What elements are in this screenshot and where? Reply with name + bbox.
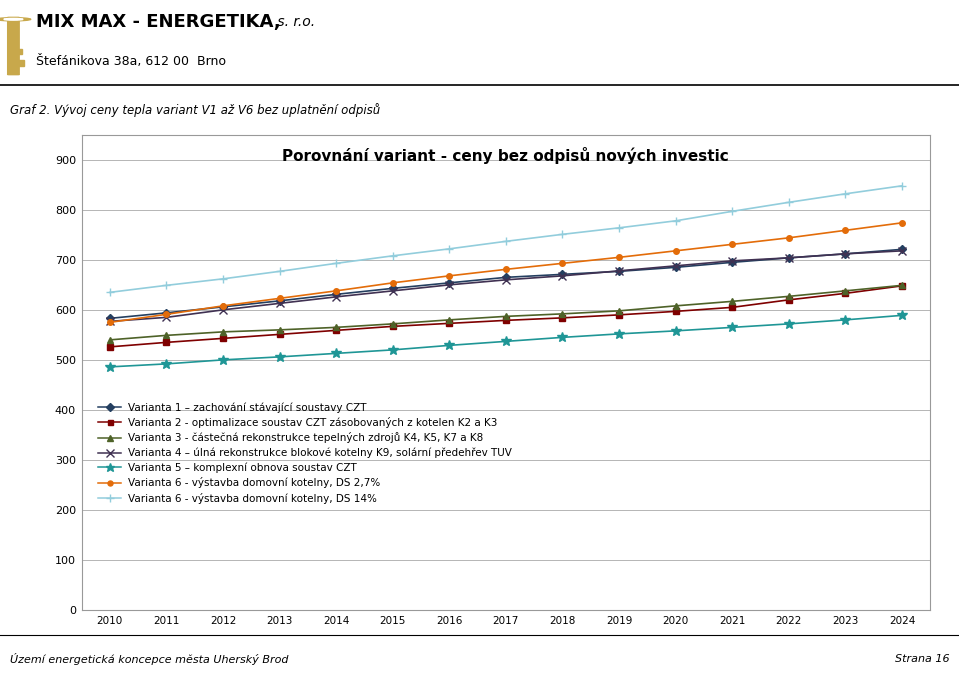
Bar	[17, 61, 24, 66]
Text: Strana 16: Strana 16	[895, 654, 949, 664]
Bar	[17, 49, 22, 55]
FancyBboxPatch shape	[8, 18, 19, 75]
Text: Graf 2. Vývoj ceny tepla variant V1 až V6 bez uplatnění odpisů: Graf 2. Vývoj ceny tepla variant V1 až V…	[10, 102, 380, 117]
Circle shape	[0, 18, 31, 21]
Text: Území energetická koncepce města Uherský Brod: Území energetická koncepce města Uherský…	[10, 652, 288, 665]
Text: Štefánikova 38a, 612 00  Brno: Štefánikova 38a, 612 00 Brno	[36, 55, 226, 68]
Legend: Varianta 1 – zachování stávající soustavy CZT, Varianta 2 - optimalizace soustav: Varianta 1 – zachování stávající soustav…	[95, 399, 514, 507]
Text: s. r.o.: s. r.o.	[273, 15, 316, 29]
Text: Porovnání variant - ceny bez odpisů nových investic: Porovnání variant - ceny bez odpisů nový…	[283, 147, 729, 164]
Circle shape	[4, 18, 23, 20]
Text: MIX MAX - ENERGETIKA,: MIX MAX - ENERGETIKA,	[36, 13, 281, 31]
